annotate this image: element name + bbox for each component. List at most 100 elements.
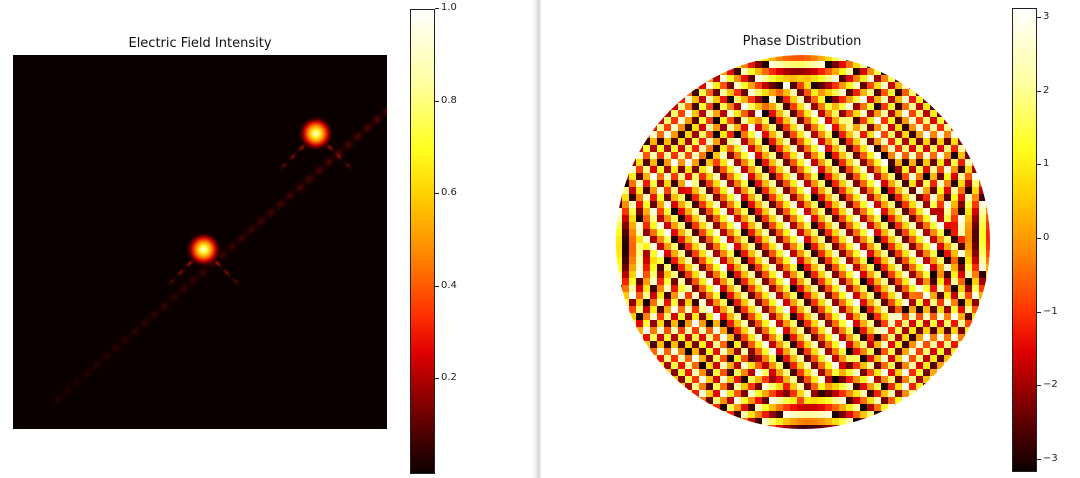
- phase-cell: [755, 208, 763, 216]
- phase-cell: [804, 341, 812, 349]
- phase-cell: [860, 306, 868, 314]
- phase-cell: [895, 103, 903, 111]
- phase-cell: [762, 404, 770, 412]
- phase-cell: [713, 348, 721, 356]
- phase-cell: [923, 194, 931, 202]
- phase-cell: [972, 327, 980, 335]
- phase-cell: [776, 425, 784, 429]
- phase-cell: [811, 159, 819, 167]
- phase-cell: [755, 327, 763, 335]
- phase-cell: [874, 68, 882, 76]
- phase-cell: [888, 152, 896, 160]
- phase-cell: [825, 411, 833, 419]
- phase-cell: [860, 187, 868, 195]
- phase-cell: [783, 236, 791, 244]
- phase-cell: [874, 369, 882, 377]
- phase-cell: [804, 411, 812, 419]
- phase-cell: [846, 75, 854, 83]
- phase-cell: [622, 180, 630, 188]
- phase-cell: [923, 285, 931, 293]
- phase-cell: [790, 362, 798, 370]
- phase-cell: [867, 376, 875, 384]
- phase-cell: [839, 131, 847, 139]
- phase-cell: [762, 166, 770, 174]
- phase-cell: [881, 320, 889, 328]
- phase-cell: [867, 250, 875, 258]
- phase-cell: [909, 180, 917, 188]
- phase-cell: [650, 278, 658, 286]
- phase-cell: [867, 68, 875, 76]
- intensity-sidelobe: [287, 151, 299, 162]
- phase-cell: [762, 418, 770, 426]
- phase-cell: [713, 152, 721, 160]
- phase-cell: [839, 145, 847, 153]
- phase-cell: [951, 271, 959, 279]
- phase-cell: [818, 187, 826, 195]
- phase-cell: [979, 222, 987, 230]
- phase-cell: [839, 278, 847, 286]
- phase-cell: [818, 425, 826, 429]
- phase-cell: [734, 292, 742, 300]
- phase-cell: [762, 145, 770, 153]
- phase-cell: [979, 194, 987, 202]
- phase-cell: [923, 117, 931, 125]
- phase-cell: [902, 152, 910, 160]
- phase-cell: [846, 397, 854, 405]
- phase-cell: [769, 376, 777, 384]
- phase-cell: [818, 334, 826, 342]
- phase-cell: [678, 341, 686, 349]
- phase-cell: [804, 404, 812, 412]
- phase-cell: [937, 250, 945, 258]
- phase-cell: [720, 278, 728, 286]
- phase-cell: [699, 355, 707, 363]
- phase-cell: [916, 285, 924, 293]
- phase-cell: [811, 243, 819, 251]
- phase-cell: [643, 250, 651, 258]
- phase-cell: [748, 278, 756, 286]
- phase-cell: [811, 397, 819, 405]
- phase-cell: [699, 285, 707, 293]
- phase-cell: [818, 173, 826, 181]
- phase-cell: [769, 362, 777, 370]
- phase-cell: [895, 278, 903, 286]
- phase-cell: [965, 264, 973, 272]
- phase-cell: [811, 82, 819, 90]
- phase-cell: [804, 96, 812, 104]
- phase-cell: [741, 236, 749, 244]
- phase-cell: [832, 61, 840, 69]
- phase-cell: [923, 264, 931, 272]
- phase-cell: [888, 138, 896, 146]
- phase-cell: [958, 180, 966, 188]
- phase-cell: [846, 299, 854, 307]
- phase-cell: [790, 299, 798, 307]
- phase-cell: [874, 278, 882, 286]
- phase-cell: [769, 166, 777, 174]
- phase-cell: [860, 369, 868, 377]
- phase-cell: [825, 131, 833, 139]
- phase-cell: [790, 103, 798, 111]
- phase-cell: [804, 327, 812, 335]
- phase-cell: [832, 208, 840, 216]
- phase-cell: [853, 306, 861, 314]
- phase-cell: [825, 89, 833, 97]
- phase-cell: [930, 327, 938, 335]
- phase-cell: [846, 194, 854, 202]
- phase-cell: [790, 243, 798, 251]
- phase-cell: [895, 348, 903, 356]
- phase-cell: [783, 187, 791, 195]
- phase-cell: [748, 229, 756, 237]
- phase-cell: [944, 194, 952, 202]
- phase-cell: [874, 334, 882, 342]
- phase-cell: [755, 299, 763, 307]
- phase-cell: [783, 229, 791, 237]
- phase-cell: [888, 236, 896, 244]
- phase-cell: [902, 103, 910, 111]
- phase-cell: [972, 215, 980, 223]
- phase-cell: [811, 124, 819, 132]
- phase-cell: [895, 327, 903, 335]
- phase-cell: [909, 187, 917, 195]
- phase-cell: [832, 145, 840, 153]
- phase-cell: [685, 215, 693, 223]
- phase-cell: [685, 257, 693, 265]
- phase-cell: [818, 194, 826, 202]
